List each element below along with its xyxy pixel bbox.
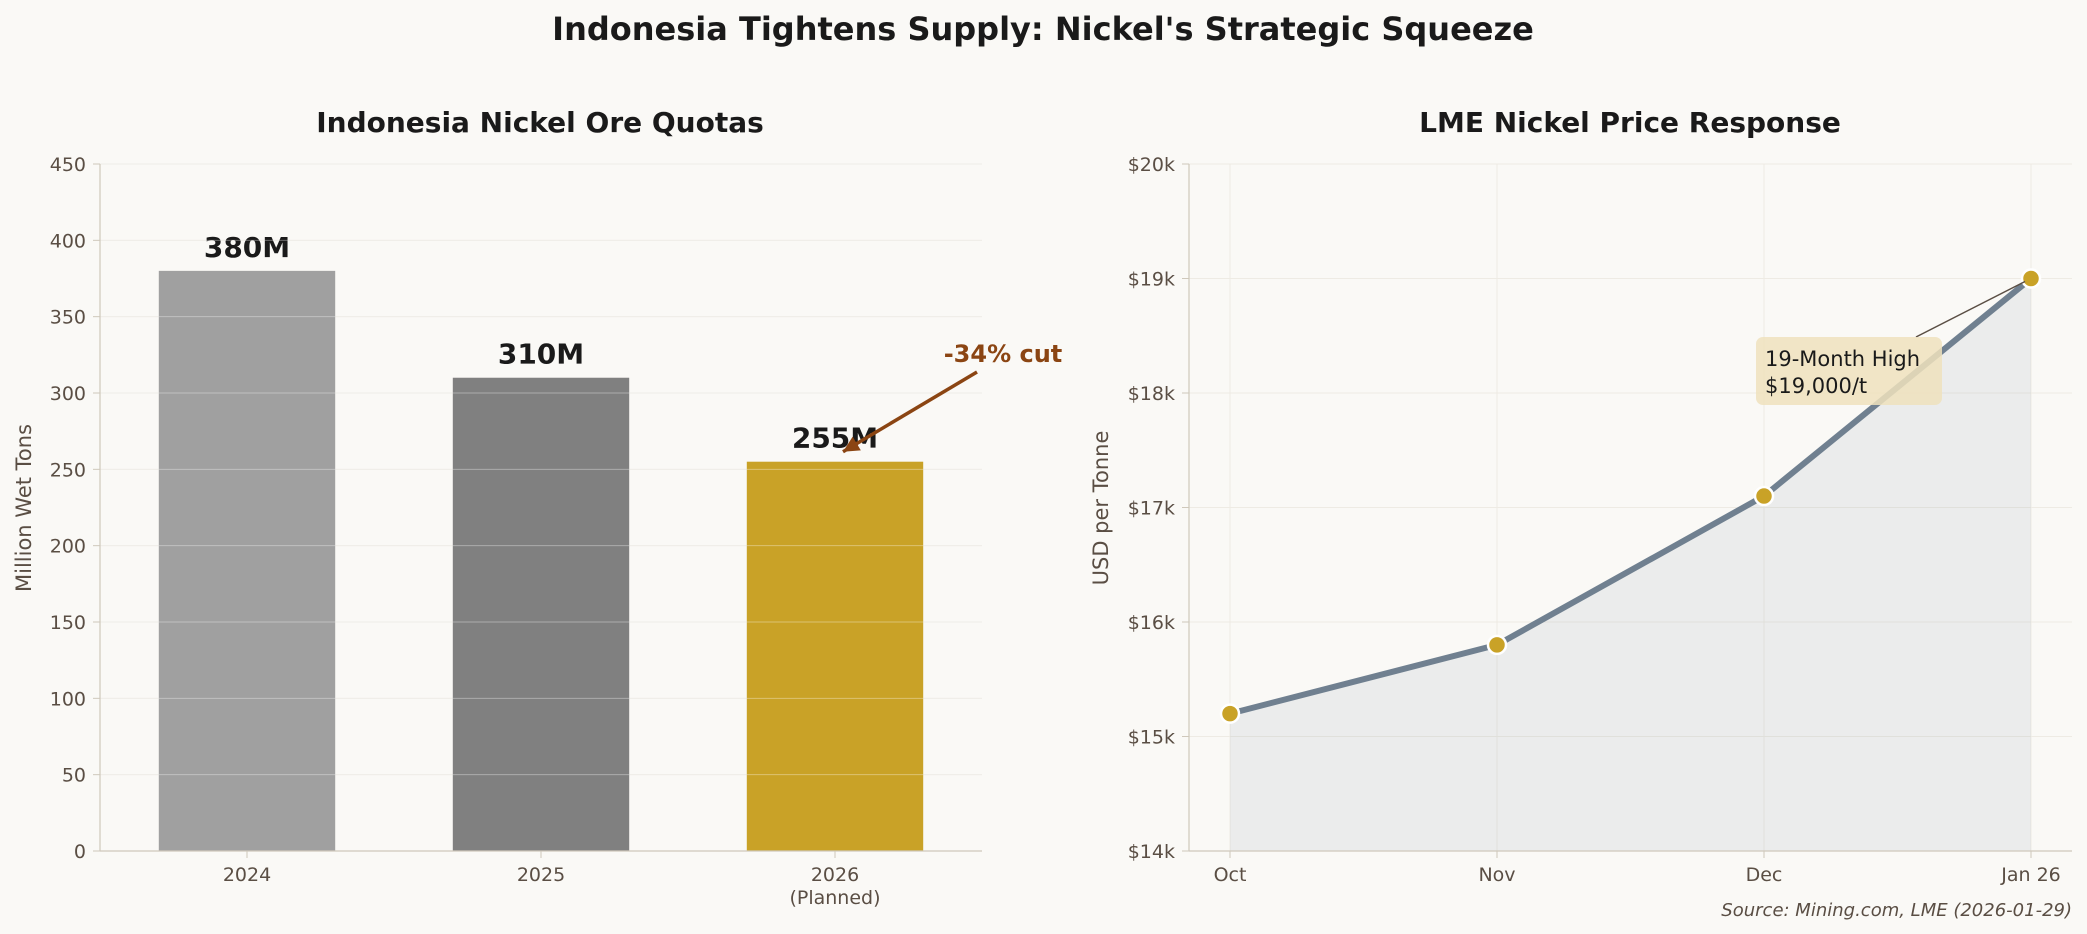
quota-data-label: 380M (204, 231, 290, 264)
cut-arrow-head (843, 436, 861, 452)
quota-y-tick-label: 400 (50, 230, 86, 252)
quota-y-tick-label: 250 (50, 459, 86, 481)
callout-text: 19-Month High (1765, 347, 1920, 371)
price-x-tick-label: Jan 26 (2000, 864, 2061, 886)
quota-y-tick-label: 100 (50, 688, 86, 710)
callout-box (1756, 337, 1942, 405)
quota-y-tick-label: 300 (50, 383, 86, 405)
price-point-nov (1486, 634, 1508, 656)
price-y-tick-label: $19k (1128, 269, 1175, 291)
price-line-chart: LME Nickel Price Response USD per Tonne … (1089, 106, 2072, 886)
quota-y-axis-label: Million Wet Tons (12, 424, 36, 592)
quota-x-tick-label: 2024 (223, 864, 271, 886)
quota-chart-title: Indonesia Nickel Ore Quotas (316, 106, 764, 139)
price-y-tick-label: $20k (1128, 154, 1175, 176)
price-high-annotation: 19-Month High $19,000/t (1756, 280, 2026, 405)
quota-x-tick-sublabel: (Planned) (789, 887, 880, 909)
quota-bar-2026 (746, 461, 924, 851)
quota-x-tick-label: 2025 (517, 864, 565, 886)
price-point-oct (1219, 703, 1241, 724)
price-y-tick-label: $18k (1128, 383, 1175, 405)
price-x-tick-label: Dec (1746, 864, 1783, 886)
quota-axes: 0 50 100 150 200 250 300 350 400 450 2024 2025 2026(… (50, 154, 982, 909)
quota-y-tick-label: 150 (50, 612, 86, 634)
callout-text: $19,000/t (1765, 374, 1867, 398)
quota-bar-chart: Indonesia Nickel Ore Quotas Million Wet … (12, 106, 1062, 909)
callout-pointer (1915, 280, 2026, 338)
source-note: Source: Mining.com, LME (2026-01-29) (1721, 900, 2072, 921)
quota-data-label: 310M (498, 338, 584, 371)
quota-bar-2025 (452, 377, 630, 851)
price-point-dec (1753, 485, 1775, 507)
price-y-tick-label: $17k (1128, 498, 1175, 520)
price-x-tick-label: Nov (1478, 864, 1515, 886)
price-y-tick-label: $15k (1128, 727, 1175, 749)
quota-bar-2024 (158, 270, 336, 851)
price-x-tick-label: Oct (1214, 864, 1247, 886)
quota-y-tick-label: 0 (74, 841, 86, 863)
quota-y-tick-label: 450 (50, 154, 86, 176)
quota-y-tick-label: 50 (62, 765, 86, 787)
price-y-tick-label: $16k (1128, 612, 1175, 634)
cut-annotation-label: -34% cut (944, 340, 1063, 368)
quota-x-tick-label: 2026 (811, 864, 859, 886)
price-chart-title: LME Nickel Price Response (1419, 106, 1841, 139)
price-point-jan-26 (2020, 268, 2042, 289)
price-y-tick-label: $14k (1128, 841, 1175, 863)
cut-arrow-shaft (842, 370, 978, 454)
quota-y-tick-label: 350 (50, 307, 86, 329)
price-y-axis-label: USD per Tonne (1089, 431, 1113, 586)
quota-y-tick-label: 200 (50, 536, 86, 558)
price-area-fill (1230, 278, 2031, 851)
quota-cut-annotation: -34% cut (842, 340, 1063, 454)
price-axes: $14k $15k $16k $17k $18k $19k $20k Oct Nov Dec Jan… (1128, 154, 2072, 886)
figure-title: Indonesia Tightens Supply: Nickel's Stra… (552, 10, 1534, 48)
